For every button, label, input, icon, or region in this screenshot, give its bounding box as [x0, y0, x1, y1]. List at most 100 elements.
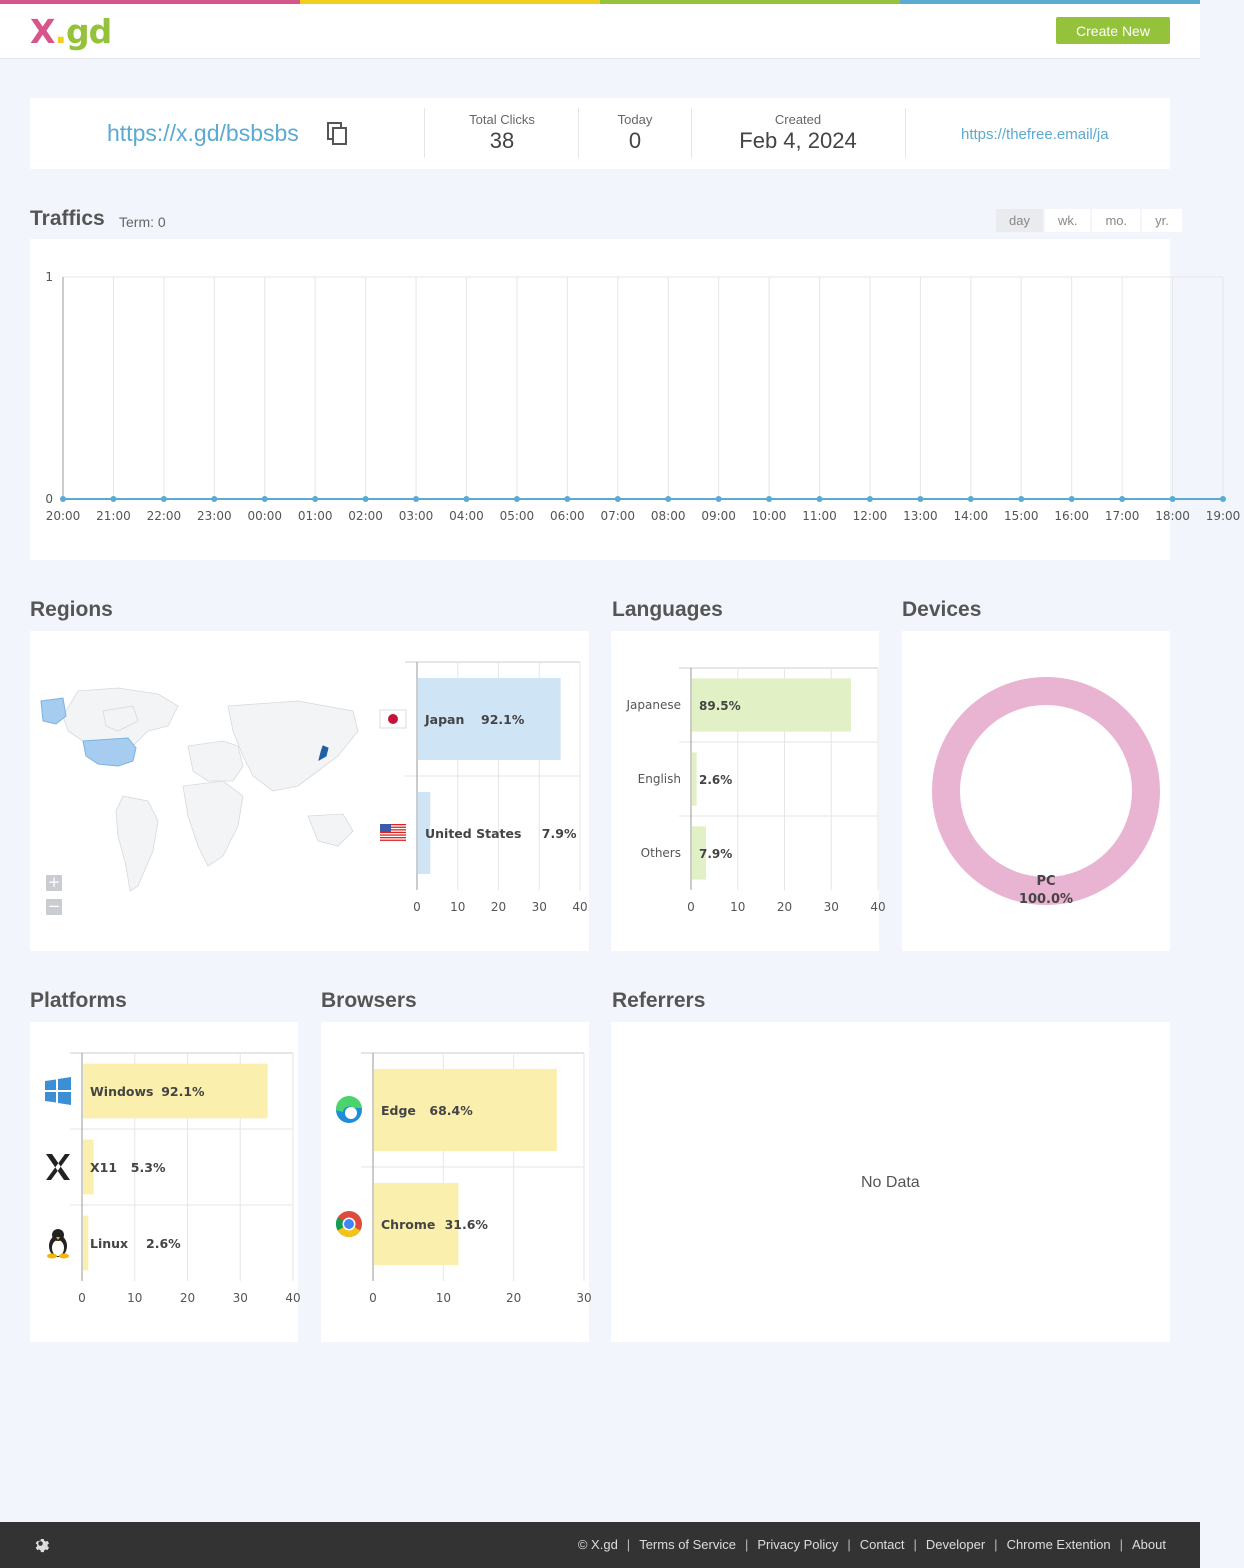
category-label: English: [638, 772, 681, 786]
tab-year[interactable]: yr.: [1142, 209, 1182, 232]
x-tick-label: 19:00: [1206, 509, 1241, 523]
x-tick-label: 23:00: [197, 509, 232, 523]
bar: [374, 1068, 557, 1152]
tab-month[interactable]: mo.: [1092, 209, 1141, 232]
footer-link-about[interactable]: About: [1132, 1537, 1166, 1552]
term-tabs: day wk. mo. yr.: [996, 209, 1182, 232]
x-tick-label: 20: [180, 1291, 195, 1305]
data-label: 7.9%: [542, 826, 577, 841]
flag-stripe: [380, 826, 406, 828]
platforms-card: 0 10 20 30 40 Windows 92.1% X11 5.3% Linux 2.6%: [30, 1022, 301, 1342]
flag-stripe: [380, 839, 406, 841]
footer-link-chrome-extension[interactable]: Chrome Extention: [1006, 1537, 1111, 1552]
x-tick-label: 10: [436, 1291, 451, 1305]
category-label: Japanese: [626, 698, 682, 712]
flag-stripe: [380, 831, 406, 834]
logo-x: X: [30, 12, 55, 51]
x-tick-label: 08:00: [651, 509, 686, 523]
x-tick-label: 12:00: [853, 509, 888, 523]
category-label: United States: [425, 826, 521, 841]
logo-dot: .: [54, 12, 67, 51]
divider: [905, 108, 906, 158]
x-tick-label: 18:00: [1155, 509, 1190, 523]
x11-icon: [46, 1154, 70, 1180]
tab-week[interactable]: wk.: [1044, 209, 1091, 232]
bar: [83, 1215, 89, 1271]
copy-icon[interactable]: [327, 122, 349, 146]
usa-highlight: [82, 737, 137, 767]
create-new-button[interactable]: Create New: [1056, 17, 1170, 44]
x-tick-label: 03:00: [399, 509, 434, 523]
top-color-stripe: [0, 0, 1200, 4]
x-tick-label: 10: [127, 1291, 142, 1305]
y-tick-label: 0: [45, 492, 53, 506]
tab-day[interactable]: day: [996, 209, 1043, 232]
gear-icon[interactable]: [33, 1536, 51, 1554]
regions-title: Regions: [30, 598, 113, 621]
world-map[interactable]: [38, 686, 368, 906]
windows-icon: [45, 1077, 71, 1105]
data-point: [1220, 496, 1226, 502]
short-url-link[interactable]: https://x.gd/bsbsbs: [107, 120, 299, 146]
edge-inner: [345, 1107, 357, 1119]
data-label: 92.1%: [161, 1084, 205, 1099]
tux-foot: [59, 1253, 69, 1259]
bar: [692, 826, 707, 880]
data-point: [312, 496, 319, 502]
x-tick-label: 05:00: [500, 509, 535, 523]
category-label: Edge: [381, 1103, 416, 1118]
x-tick-label: 40: [870, 900, 885, 914]
x-tick-label: 30: [532, 900, 547, 914]
x-tick-label: 40: [285, 1291, 300, 1305]
bar: [374, 1182, 459, 1266]
data-point: [715, 496, 722, 502]
tux-belly: [52, 1240, 64, 1256]
footer-link-developer[interactable]: Developer: [925, 1537, 986, 1552]
today-stat: Today 0: [600, 112, 670, 154]
flag-stripe: [380, 837, 406, 839]
logo[interactable]: X.gd: [30, 12, 112, 51]
browsers-title: Browsers: [321, 989, 417, 1012]
x-tick-label: 22:00: [147, 509, 182, 523]
tux-foot: [47, 1253, 57, 1259]
bar: [418, 791, 431, 875]
x-tick-label: 30: [233, 1291, 248, 1305]
languages-title: Languages: [612, 598, 723, 621]
flag-canton: [380, 824, 391, 832]
devices-title: Devices: [902, 598, 982, 621]
data-point: [866, 496, 873, 502]
x-tick-label: 00:00: [247, 509, 282, 523]
footer-link-privacy[interactable]: Privacy Policy: [757, 1537, 839, 1552]
data-point: [362, 496, 369, 502]
x-tick-label: 20: [506, 1291, 521, 1305]
japan-flag-icon: [379, 709, 407, 729]
category-label: Windows: [90, 1084, 154, 1099]
flag-stripe: [380, 829, 406, 831]
referrers-card: No Data: [611, 1022, 1170, 1342]
x-tick-label: 14:00: [954, 509, 989, 523]
windows-logo: [45, 1077, 71, 1105]
chrome-green: [335, 1217, 349, 1231]
linux-icon: [47, 1229, 69, 1259]
data-point: [261, 496, 268, 502]
total-clicks-stat: Total Clicks 38: [448, 112, 556, 154]
data-point: [463, 496, 470, 502]
data-point: [967, 496, 974, 502]
footer-link-terms[interactable]: Terms of Service: [639, 1537, 736, 1552]
today-label: Today: [617, 112, 653, 127]
map-zoom-out-button[interactable]: −: [46, 897, 62, 915]
data-label: 89.5%: [699, 699, 741, 713]
x-tick-label: 0: [687, 900, 695, 914]
map-zoom-in-button[interactable]: +: [46, 873, 62, 891]
x-tick-label: 0: [78, 1291, 86, 1305]
data-point: [766, 496, 773, 502]
slice-value-label: 100.0%: [1019, 892, 1073, 907]
devices-card: PC 100.0%: [902, 631, 1170, 951]
data-point: [564, 496, 571, 502]
x-tick-label: 10: [730, 900, 745, 914]
japan-highlight: [318, 745, 329, 762]
destination-url-link[interactable]: https://thefree.email/ja: [961, 126, 1109, 143]
footer-link-contact[interactable]: Contact: [859, 1537, 905, 1552]
chrome-icon: [335, 1211, 362, 1238]
divider: [578, 108, 579, 158]
